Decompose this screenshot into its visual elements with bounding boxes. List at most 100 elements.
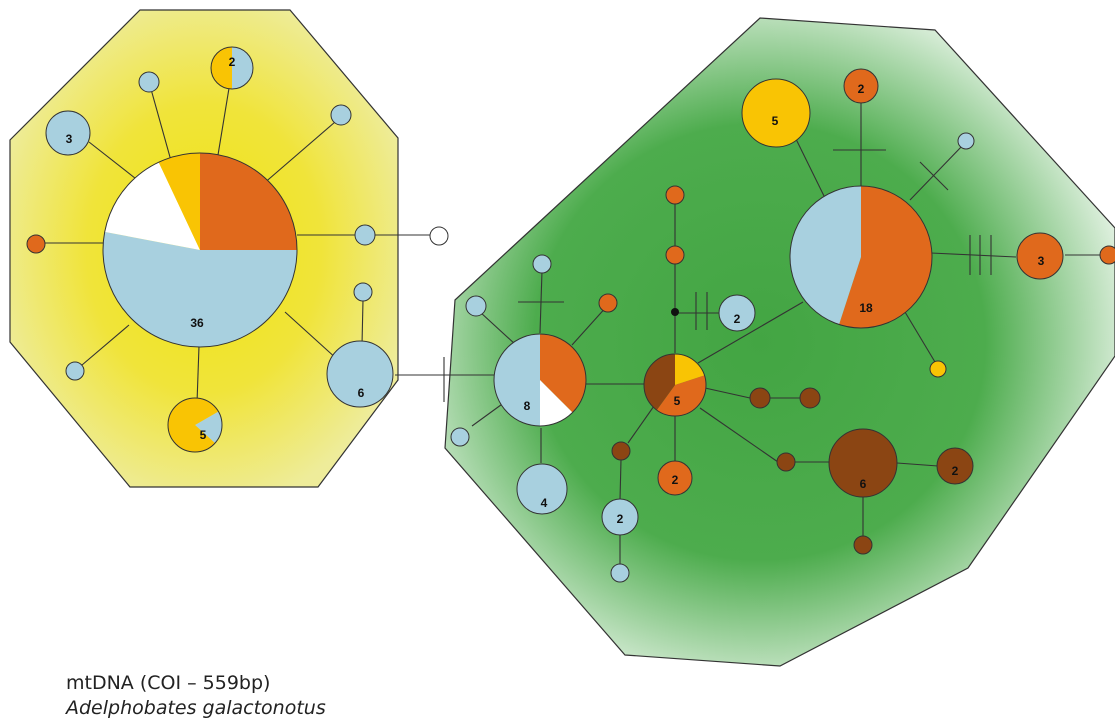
node-circle	[326, 340, 394, 408]
haplotype-node-n8	[493, 333, 587, 427]
node-circle	[598, 293, 618, 313]
pie-slice-orange	[839, 186, 932, 328]
node-circle	[1016, 232, 1064, 280]
node-circle	[354, 224, 376, 246]
caption-marker: mtDNA (COI – 559bp)	[66, 672, 271, 694]
haplotype-node-n2-orange-low	[657, 460, 693, 496]
node-outline	[643, 353, 707, 417]
haplotype-node-n2-orange-top	[843, 68, 879, 104]
pie-slice-light-blue	[195, 411, 222, 444]
haplotype-node-n5-bottom	[167, 397, 223, 453]
node-circle	[353, 282, 373, 302]
haplotype-node-s4	[354, 224, 376, 246]
label-n2-blue-mid: 2	[734, 312, 741, 326]
node-circle	[1099, 245, 1115, 265]
node-circle	[465, 295, 487, 317]
node-circle	[611, 441, 631, 461]
node-circle	[26, 234, 46, 254]
node-circle	[516, 463, 568, 515]
node-circle	[929, 360, 947, 378]
haplotype-node-s12	[665, 185, 685, 205]
label-n-big: 36	[190, 316, 204, 330]
haplotype-node-s20	[957, 132, 975, 150]
node-circle	[610, 563, 630, 583]
node-outline	[210, 46, 254, 90]
haplotype-node-n2-blue-low	[601, 498, 639, 536]
label-n3-orange: 3	[1038, 254, 1045, 268]
node-circle	[843, 68, 879, 104]
node-circle	[957, 132, 975, 150]
caption-species: Adelphobates galactonotus	[66, 697, 326, 719]
label-n6-brown: 6	[860, 477, 867, 491]
pie-slice-brown	[644, 354, 675, 411]
haplotype-node-n6-left	[326, 340, 394, 408]
pie-slice-white	[104, 162, 200, 250]
node-outline	[102, 152, 298, 348]
haplotype-node-n3	[45, 110, 91, 156]
node-circle	[853, 535, 873, 555]
label-n5-yellow: 5	[772, 114, 779, 128]
pie-slice-yellow	[167, 398, 219, 453]
haplotype-node-n2-top	[210, 46, 254, 90]
node-circle	[429, 226, 449, 246]
label-n3: 3	[66, 132, 73, 146]
haplotype-node-s17	[853, 535, 873, 555]
pie-slice-light-blue	[789, 186, 861, 325]
label-n5-mixed: 5	[674, 394, 681, 408]
haplotype-node-s3	[26, 234, 46, 254]
pie-slice-white	[540, 380, 573, 427]
node-circle	[657, 460, 693, 496]
node-circle	[330, 104, 352, 126]
label-n5-bottom: 5	[200, 428, 207, 442]
haplotype-node-n3-orange	[1016, 232, 1064, 280]
pie-slice-yellow	[675, 354, 705, 385]
node-circle	[718, 294, 756, 332]
node-circle	[665, 185, 685, 205]
label-n2-blue-low: 2	[617, 512, 624, 526]
pie-slice-light-blue	[232, 47, 253, 89]
node-outline	[493, 333, 587, 427]
haplotype-node-s5	[429, 226, 449, 246]
pie-slice-light-blue	[494, 334, 540, 426]
haplotype-node-s6	[353, 282, 373, 302]
pie-slice-light-blue	[103, 231, 298, 348]
node-circle	[936, 447, 974, 485]
haplotype-node-n5-yellow	[741, 78, 811, 148]
label-n8: 8	[524, 399, 531, 413]
haplotype-node-s14	[749, 387, 771, 409]
pie-slice-orange	[540, 333, 587, 413]
label-n2-top: 2	[229, 55, 236, 69]
label-n4: 4	[541, 496, 548, 510]
node-circle	[776, 452, 796, 472]
label-n6-left: 6	[358, 386, 365, 400]
haplotype-node-s13	[665, 245, 685, 265]
node-circle	[665, 245, 685, 265]
haplotype-node-s11	[450, 427, 470, 447]
node-circle	[45, 110, 91, 156]
haplotype-node-n5-mixed	[643, 353, 707, 417]
haplotype-node-s8	[532, 254, 552, 274]
haplotype-node-s21	[1099, 245, 1115, 265]
haplotype-node-s16	[776, 452, 796, 472]
ancestral-node	[671, 308, 679, 316]
pie-slice-yellow	[211, 47, 232, 89]
haplotype-nodes	[26, 46, 1115, 583]
haplotype-node-s2	[330, 104, 352, 126]
node-circle	[828, 428, 898, 498]
node-outline	[167, 397, 223, 453]
haplotype-node-n2-brown	[936, 447, 974, 485]
network-edges	[45, 69, 1102, 565]
node-circle	[65, 361, 85, 381]
haplotype-node-n2-blue-mid	[718, 294, 756, 332]
pie-slice-yellow	[158, 153, 200, 250]
haplotype-node-s15	[799, 387, 821, 409]
node-circle	[799, 387, 821, 409]
haplotype-node-s9	[465, 295, 487, 317]
haplotype-node-s22	[929, 360, 947, 378]
node-circle	[138, 71, 160, 93]
node-circle	[741, 78, 811, 148]
label-n2-orange-top: 2	[858, 82, 865, 96]
haplotype-node-n4	[516, 463, 568, 515]
haplotype-node-s10	[598, 293, 618, 313]
